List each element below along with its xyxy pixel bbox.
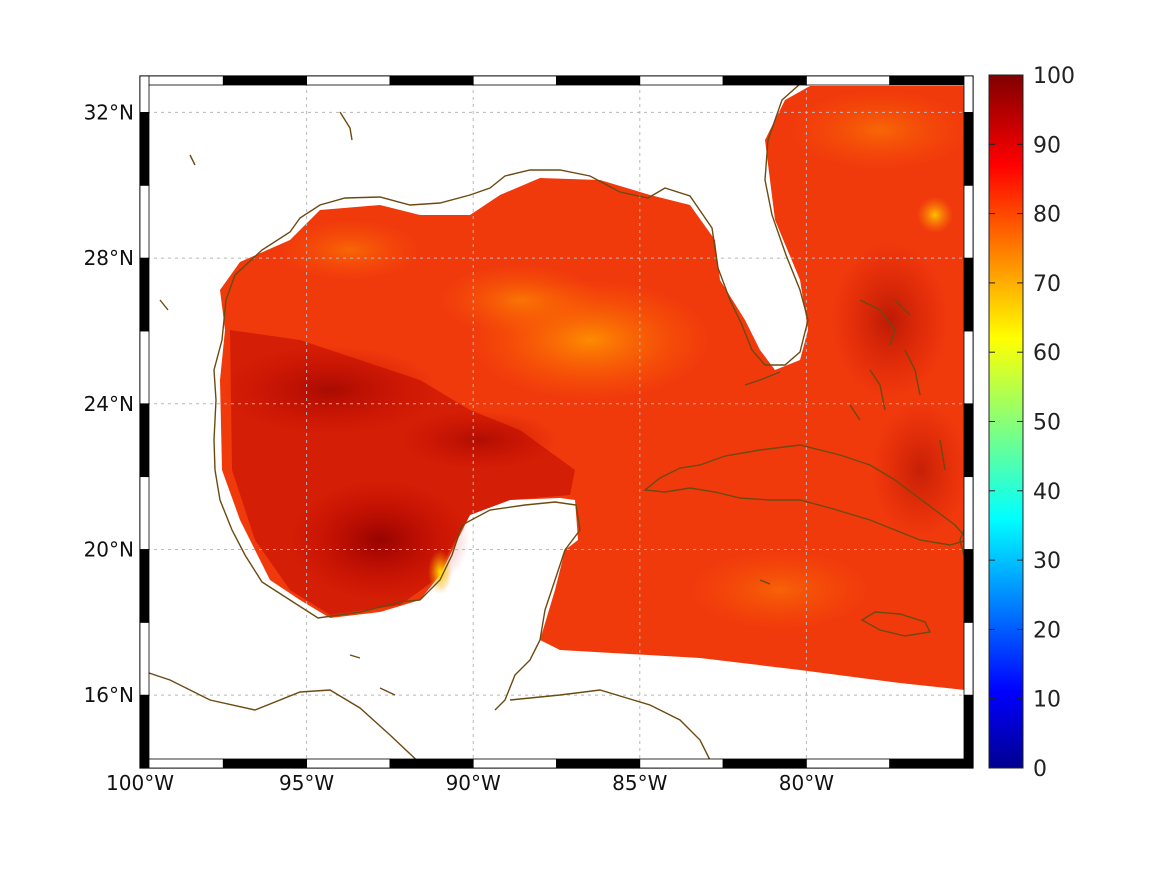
field-warm-north: [280, 220, 420, 280]
lat-tick-label: 16°N: [84, 683, 134, 707]
frame-seg-right: [963, 330, 974, 405]
colorbar: 0 10 20 30 40 50 60 70 80 90 100: [988, 64, 1075, 782]
lon-tick-label: 85°W: [612, 771, 667, 795]
field-hot-bahamas: [830, 240, 950, 400]
lat-tick-label: 32°N: [84, 100, 134, 124]
coastline-us-gulf: [213, 76, 821, 471]
data-field: [220, 86, 970, 690]
frame-seg-right: [963, 476, 974, 550]
frame-seg-bottom: [389, 758, 474, 769]
colorbar-tick-label: 40: [1033, 480, 1061, 505]
lon-tick-label: 100°W: [106, 771, 174, 795]
field-hot-central: [400, 410, 560, 470]
field-hot-campeche: [290, 480, 470, 600]
coastline-bahamas: [849, 299, 946, 471]
colorbar-tick-label: 0: [1033, 757, 1047, 782]
coastline-islands: [159, 111, 771, 696]
frame-seg-bottom: [222, 758, 308, 769]
frame-seg-bottom: [889, 758, 974, 769]
frame-seg-right: [963, 257, 974, 332]
frame-seg-bottom: [139, 758, 224, 769]
lon-tick-labels: 100°W 95°W 90°W 85°W 80°W: [106, 771, 834, 795]
coastline-mexico: [214, 469, 581, 711]
lat-tick-labels: 16°N 20°N 24°N 28°N 32°N: [84, 100, 134, 707]
frame-seg-left: [139, 476, 150, 550]
field-warm-carib: [690, 550, 870, 630]
colorbar-ticks: 0 10 20 30 40 50 60 70 80 90 100: [989, 64, 1075, 782]
coastline-florida-keys: [744, 371, 781, 386]
frame-seg-left: [139, 330, 150, 405]
lon-tick-label: 80°W: [779, 771, 834, 795]
frame-seg-left: [139, 184, 150, 259]
colorbar-tick-label: 100: [1033, 64, 1075, 89]
frame-seg-bottom: [806, 758, 891, 769]
colorbar-tick-label: 80: [1033, 203, 1061, 228]
frame-seg-bottom: [639, 758, 724, 769]
graticule: [140, 76, 973, 768]
frame-seg-left: [139, 257, 150, 332]
coastline-cuba: [643, 444, 970, 546]
field-hot-west: [220, 345, 440, 435]
frame-seg-left: [139, 75, 150, 113]
frame-seg-left: [139, 403, 150, 478]
lat-tick-label: 24°N: [84, 392, 134, 416]
field-warm-atl: [790, 90, 970, 170]
frame-seg-top: [806, 75, 891, 86]
frame-seg-bottom: [722, 758, 807, 769]
lon-tick-label: 90°W: [446, 771, 501, 795]
frame-seg-top: [889, 75, 974, 86]
frame-seg-left: [139, 112, 150, 186]
frame-seg-right: [963, 184, 974, 259]
lat-tick-label: 28°N: [84, 246, 134, 270]
coastline-pacific: [140, 669, 426, 768]
frame-seg-right: [963, 403, 974, 478]
frame-seg-top: [389, 75, 474, 86]
coastlines: [140, 76, 973, 768]
frame-seg-right: [963, 75, 974, 113]
frame-seg-right: [963, 549, 974, 623]
frame-seg-bottom: [472, 758, 557, 769]
frame-seg-top: [222, 75, 308, 86]
frame-seg-top: [722, 75, 807, 86]
colorbar-tick-label: 30: [1033, 549, 1061, 574]
colorbar-tick-label: 70: [1033, 272, 1061, 297]
map-frame: [139, 75, 974, 769]
coastline-honduras: [509, 689, 711, 761]
field-warm-east: [917, 197, 953, 233]
colorbar-tick-label: 10: [1033, 688, 1061, 713]
frame-seg-right: [963, 621, 974, 696]
frame-seg-bottom: [556, 758, 641, 769]
frame-seg-right: [963, 112, 974, 186]
frame-seg-top: [639, 75, 724, 86]
colorbar-tick-label: 60: [1033, 341, 1061, 366]
frame-seg-top: [139, 75, 224, 86]
field-warm-gulf2: [440, 265, 600, 335]
frame-seg-left: [139, 694, 150, 769]
lat-tick-label: 20°N: [84, 537, 134, 561]
colorbar-tick-label: 90: [1033, 133, 1061, 158]
frame-seg-bottom: [306, 758, 391, 769]
frame-seg-left: [139, 549, 150, 623]
frame-seg-right: [963, 694, 974, 769]
colorbar-tick-label: 20: [1033, 618, 1061, 643]
field-hot-east: [870, 400, 970, 540]
field-min-yucatan: [428, 550, 452, 594]
frame-seg-left: [139, 621, 150, 696]
frame-seg-top: [306, 75, 391, 86]
lon-tick-label: 95°W: [279, 771, 334, 795]
frame-seg-top: [556, 75, 641, 86]
coastline-jamaica: [860, 611, 932, 637]
colorbar-tick-label: 50: [1033, 411, 1061, 436]
frame-seg-top: [472, 75, 557, 86]
